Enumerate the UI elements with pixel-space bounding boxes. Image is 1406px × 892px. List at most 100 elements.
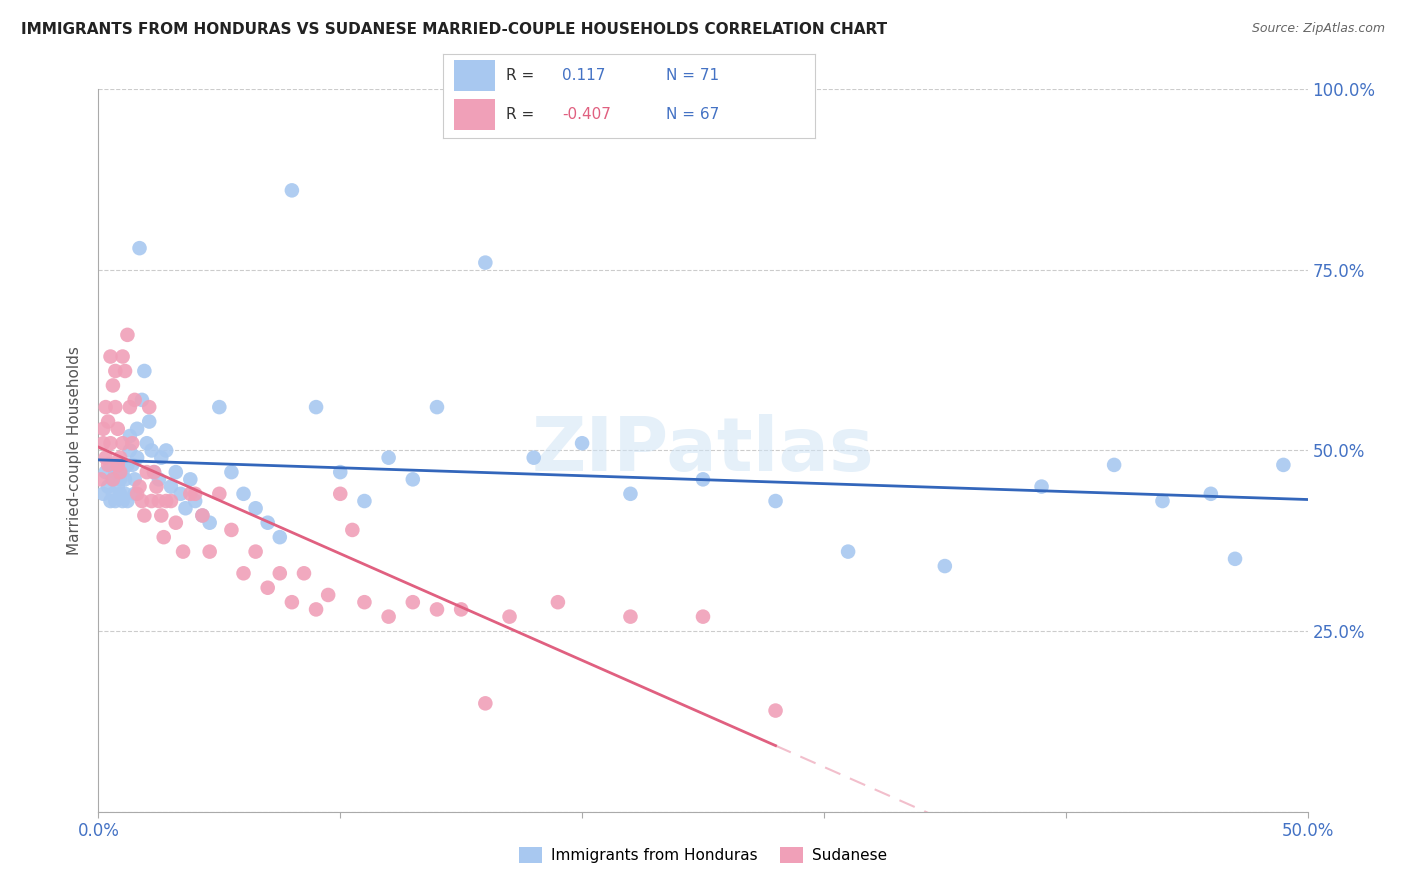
Legend: Immigrants from Honduras, Sudanese: Immigrants from Honduras, Sudanese: [512, 841, 894, 869]
Point: [474, 696, 496, 710]
Point: [107, 480, 129, 494]
Point: [305, 602, 328, 616]
Point: [101, 487, 124, 501]
Point: [160, 480, 183, 494]
Point: [152, 530, 174, 544]
Point: [134, 508, 156, 523]
Point: [148, 472, 170, 486]
Point: [135, 436, 157, 450]
Text: IMMIGRANTS FROM HONDURAS VS SUDANESE MARRIED-COUPLE HOUSEHOLDS CORRELATION CHART: IMMIGRANTS FROM HONDURAS VS SUDANESE MAR…: [21, 22, 887, 37]
Point: [498, 609, 520, 624]
Point: [138, 415, 160, 429]
Point: [124, 392, 146, 407]
Point: [100, 458, 122, 472]
Point: [245, 544, 267, 558]
Point: [150, 450, 173, 465]
Point: [134, 364, 156, 378]
Point: [131, 494, 153, 508]
Point: [329, 465, 352, 479]
Point: [765, 494, 787, 508]
Text: Source: ZipAtlas.com: Source: ZipAtlas.com: [1251, 22, 1385, 36]
Point: [111, 494, 134, 508]
Point: [169, 487, 191, 501]
Point: [131, 392, 153, 407]
Point: [269, 566, 291, 581]
Point: [111, 465, 134, 479]
Point: [837, 544, 859, 558]
Point: [155, 494, 177, 508]
Point: [1272, 458, 1295, 472]
Y-axis label: Married-couple Households: Married-couple Households: [66, 346, 82, 555]
Point: [104, 465, 127, 479]
Point: [107, 422, 129, 436]
Point: [104, 400, 127, 414]
Point: [160, 494, 183, 508]
Point: [145, 480, 167, 494]
Point: [127, 450, 149, 465]
Point: [474, 255, 496, 269]
Point: [353, 595, 375, 609]
Point: [91, 487, 114, 501]
Point: [619, 487, 641, 501]
Point: [114, 487, 136, 501]
Point: [426, 400, 449, 414]
Point: [141, 443, 163, 458]
Point: [281, 595, 304, 609]
Point: [143, 465, 166, 479]
Point: [101, 378, 124, 392]
Point: [353, 494, 375, 508]
Point: [121, 436, 143, 450]
Point: [148, 494, 170, 508]
Point: [547, 595, 569, 609]
Text: N = 71: N = 71: [666, 68, 720, 83]
Point: [101, 472, 124, 486]
Point: [402, 595, 425, 609]
Point: [94, 450, 117, 465]
Point: [245, 501, 267, 516]
Point: [191, 508, 214, 523]
Point: [128, 241, 150, 255]
Point: [107, 458, 129, 472]
Point: [118, 443, 141, 458]
Point: [256, 581, 278, 595]
Point: [128, 480, 150, 494]
Point: [377, 450, 399, 465]
Point: [138, 400, 160, 414]
Point: [114, 364, 136, 378]
Point: [174, 501, 197, 516]
Point: [1031, 480, 1053, 494]
Point: [118, 400, 141, 414]
Point: [104, 494, 127, 508]
Point: [184, 494, 207, 508]
Point: [377, 609, 399, 624]
Point: [94, 400, 117, 414]
Point: [108, 465, 131, 479]
Point: [305, 400, 328, 414]
Point: [523, 450, 546, 465]
Point: [934, 559, 956, 574]
Point: [127, 422, 149, 436]
Point: [117, 494, 139, 508]
Point: [121, 458, 143, 472]
Point: [208, 487, 231, 501]
Point: [150, 508, 173, 523]
Point: [281, 183, 304, 197]
Point: [256, 516, 278, 530]
Point: [179, 472, 201, 486]
Point: [184, 487, 207, 501]
Text: R =: R =: [506, 68, 534, 83]
Point: [165, 465, 187, 479]
Point: [90, 472, 112, 486]
Point: [127, 487, 149, 501]
Point: [143, 465, 166, 479]
Point: [198, 544, 221, 558]
Point: [124, 487, 146, 501]
Point: [232, 487, 254, 501]
Point: [692, 472, 714, 486]
Point: [111, 350, 134, 364]
Point: [269, 530, 291, 544]
Point: [571, 436, 593, 450]
Point: [221, 465, 243, 479]
Point: [1102, 458, 1125, 472]
Point: [316, 588, 339, 602]
